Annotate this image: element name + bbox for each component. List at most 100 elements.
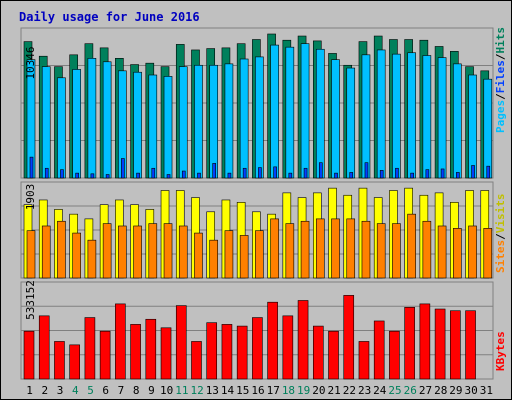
x-tick-label: 9 xyxy=(148,384,155,397)
files-bar xyxy=(453,63,462,179)
files-bar xyxy=(331,59,340,179)
sites-bar xyxy=(376,223,386,279)
pages-bar xyxy=(90,173,95,179)
files-bar xyxy=(102,61,112,179)
sites-bar xyxy=(453,228,462,279)
kbytes-bar xyxy=(328,330,339,380)
x-tick-label: 29 xyxy=(449,384,462,397)
legend-files: Files xyxy=(494,60,507,93)
chart-title: Daily usage for June 2016 xyxy=(19,10,200,24)
files-bar xyxy=(392,53,401,179)
sites-bar xyxy=(57,220,66,279)
sites-bar xyxy=(407,213,416,279)
sites-bar xyxy=(422,220,432,279)
kbytes-bar xyxy=(297,300,309,380)
files-bar xyxy=(422,55,432,179)
pages-bar xyxy=(29,156,34,179)
files-bar xyxy=(148,74,158,179)
x-tick-label: 26 xyxy=(404,384,417,397)
pages-bar xyxy=(166,174,171,179)
files-bar xyxy=(285,46,295,179)
pages-bar xyxy=(258,167,262,179)
sites-bar xyxy=(87,239,97,279)
pages-bar xyxy=(121,158,125,179)
kbytes-bar xyxy=(175,305,187,380)
files-bar xyxy=(178,66,188,179)
files-bar xyxy=(315,48,325,179)
sites-bar xyxy=(194,232,203,279)
kbytes-bar xyxy=(419,303,431,380)
kbytes-bar xyxy=(312,325,324,380)
files-bar xyxy=(87,58,97,179)
visits-ymax-label: 1903 xyxy=(24,184,37,211)
files-bar xyxy=(239,58,249,179)
x-tick-label: 28 xyxy=(434,384,447,397)
pages-bar xyxy=(227,172,232,179)
kbytes-bar xyxy=(115,303,126,380)
x-tick-label: 19 xyxy=(297,384,310,397)
sites-bar xyxy=(437,225,447,279)
pages-bar xyxy=(410,172,414,179)
pages-bar xyxy=(456,172,460,179)
x-tick-label: 13 xyxy=(206,384,219,397)
pages-bar xyxy=(75,172,79,179)
pages-bar xyxy=(242,167,247,179)
x-tick-label: 17 xyxy=(267,384,280,397)
files-bar xyxy=(300,43,310,179)
kbytes-bar xyxy=(404,307,415,380)
files-bar xyxy=(468,74,477,179)
kbytes-bar xyxy=(145,318,157,380)
files-bar xyxy=(209,64,219,179)
x-tick-label: 8 xyxy=(133,384,140,397)
x-tick-label: 7 xyxy=(118,384,125,397)
files-bar xyxy=(376,49,386,179)
sites-bar xyxy=(331,218,340,279)
pages-bar xyxy=(60,169,64,179)
kbytes-bar xyxy=(160,327,172,380)
pages-bar xyxy=(303,167,308,179)
sites-bar xyxy=(148,223,158,279)
kbytes-bar xyxy=(389,330,400,380)
kbytes-bar xyxy=(38,315,50,380)
sites-bar xyxy=(133,225,142,279)
pages-bar xyxy=(395,167,399,179)
kbytes-bar xyxy=(206,322,218,380)
x-tick-label: 31 xyxy=(480,384,493,397)
sites-bar xyxy=(178,225,188,279)
x-tick-label: 6 xyxy=(102,384,109,397)
pages-bar xyxy=(364,162,369,179)
x-tick-label: 22 xyxy=(343,384,356,397)
sites-bar xyxy=(300,220,310,279)
files-bar xyxy=(41,66,51,179)
sites-bar xyxy=(483,228,493,279)
sites-bar xyxy=(315,218,325,279)
legend-pages: Pages xyxy=(494,100,507,133)
x-axis-labels: 1 2 3 4 5 6 7 8 9 10 11 12 13 14 15 16 17 18 19 20 21 22 23 24 2… xyxy=(26,384,493,397)
sites-bar xyxy=(392,223,401,279)
files-bar xyxy=(346,67,356,179)
sites-bar xyxy=(118,225,127,279)
kbytes-bar xyxy=(282,315,294,380)
pages-bar xyxy=(486,165,491,179)
x-tick-label: 1 xyxy=(26,384,33,397)
kbytes-bar xyxy=(465,310,476,380)
x-tick-label: 18 xyxy=(282,384,295,397)
pages-bar xyxy=(318,162,323,179)
sites-bar xyxy=(255,230,264,279)
sites-bar xyxy=(361,220,371,279)
x-tick-label: 30 xyxy=(465,384,478,397)
hits-ymax-label: 10346 xyxy=(24,46,37,79)
pages-bar xyxy=(334,172,338,179)
sites-bar xyxy=(285,223,295,279)
x-tick-label: 14 xyxy=(221,384,235,397)
x-tick-label: 3 xyxy=(57,384,64,397)
pages-bar xyxy=(136,172,140,179)
x-tick-label: 12 xyxy=(190,384,203,397)
x-tick-label: 21 xyxy=(328,384,341,397)
sites-bar xyxy=(346,218,356,279)
kbytes-bar xyxy=(99,330,111,380)
files-bar xyxy=(483,78,493,179)
x-tick-label: 4 xyxy=(72,384,79,397)
